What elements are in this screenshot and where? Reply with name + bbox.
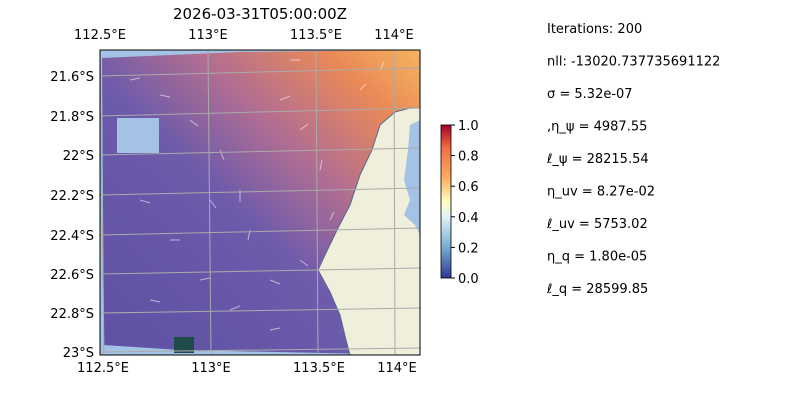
x-label-bottom: 114°E <box>377 361 417 376</box>
x-label-top: 113.5°E <box>290 28 342 43</box>
colorbar-tick-label: 0.2 <box>458 241 479 256</box>
x-label-bottom: 113°E <box>191 361 231 376</box>
y-label: 22.8°S <box>50 307 94 322</box>
colorbar-tick-label: 0.4 <box>458 211 479 226</box>
y-label: 21.6°S <box>50 70 94 85</box>
info-line: η_q = 1.80e-05 <box>547 250 647 265</box>
info-line: nll: -13020.737735691122 <box>547 55 720 70</box>
y-label: 21.8°S <box>50 110 94 125</box>
info-line: ℓ_uv = 5753.02 <box>546 217 648 232</box>
colorbar-tick-label: 1.0 <box>458 119 479 134</box>
info-line: Iterations: 200 <box>547 22 642 37</box>
y-label: 22.6°S <box>50 268 94 283</box>
title: 2026-03-31T05:00:00Z <box>173 5 347 23</box>
x-label-top: 114°E <box>374 28 414 43</box>
colorbar-tick-label: 0.8 <box>458 150 479 165</box>
x-label-top: 112.5°E <box>74 28 126 43</box>
y-label: 22.2°S <box>50 189 94 204</box>
inlet <box>404 120 420 235</box>
y-label: 22.4°S <box>50 229 94 244</box>
x-label-bottom: 112.5°E <box>77 361 129 376</box>
map-frame <box>99 49 421 356</box>
x-label-bottom: 113.5°E <box>293 361 345 376</box>
info-line: ℓ_q = 28599.85 <box>546 282 648 297</box>
arrows <box>129 59 385 331</box>
info-line: ℓ_ψ = 28215.54 <box>546 152 649 167</box>
colorbar <box>440 124 452 279</box>
colorbar-tick-label: 0.6 <box>458 180 479 195</box>
colorbar-tick-label: 0.0 <box>458 272 479 287</box>
gap <box>117 118 159 153</box>
x-label-top: 113°E <box>188 28 228 43</box>
y-label: 22°S <box>63 149 94 164</box>
info-line: ,η_ψ = 4987.55 <box>547 120 647 135</box>
cell <box>174 337 194 353</box>
info-line: σ = 5.32e-07 <box>547 87 633 102</box>
y-label: 23°S <box>63 346 94 361</box>
graticule <box>100 50 420 355</box>
map <box>100 50 420 355</box>
info-line: η_uv = 8.27e-02 <box>547 185 655 200</box>
